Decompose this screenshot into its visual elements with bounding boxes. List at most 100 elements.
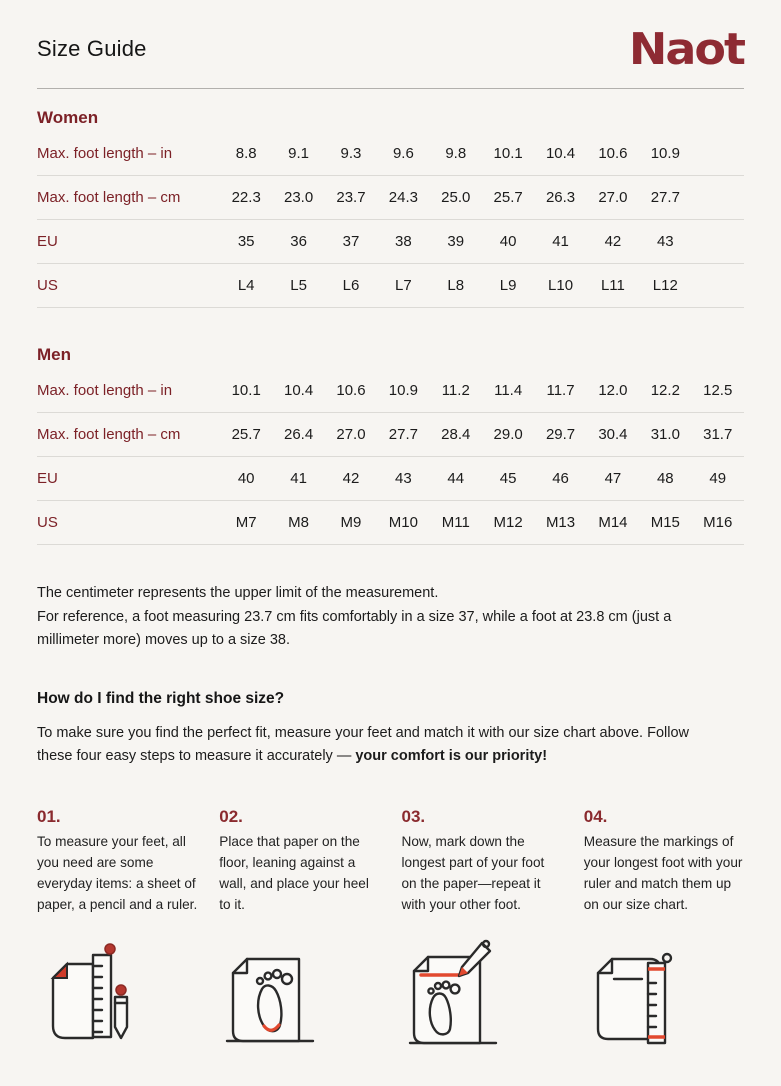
size-value-cell: 49 xyxy=(709,470,727,487)
size-value-cell: 10.4 xyxy=(283,382,314,399)
size-value-cell: M7 xyxy=(235,514,257,531)
size-value-cell: M11 xyxy=(441,514,470,531)
size-value-cell: 10.1 xyxy=(231,382,261,399)
step-2-text: Place that paper on the floor, leaning a… xyxy=(219,833,369,912)
size-row-label: EU xyxy=(37,470,58,487)
size-value-cell: 27.7 xyxy=(388,426,418,443)
women-section-heading: Women xyxy=(37,108,99,127)
size-value-cell: 27.7 xyxy=(650,189,680,206)
size-value-cell: L10 xyxy=(548,277,574,294)
steps-row: 01. To measure your feet, all you need a… xyxy=(37,807,744,915)
step-4-text: Measure the markings of your longest foo… xyxy=(583,833,743,912)
size-value-cell: 44 xyxy=(447,470,465,487)
size-value-cell: 46 xyxy=(552,470,569,487)
men-section-heading: Men xyxy=(37,345,71,364)
header-divider xyxy=(37,88,744,89)
size-value-cell: 48 xyxy=(656,470,674,487)
size-value-cell: 26.4 xyxy=(283,426,314,443)
step-1-text: To measure your feet, all you need are s… xyxy=(37,833,198,912)
size-value-cell: 25.7 xyxy=(231,426,261,443)
size-value-cell: L9 xyxy=(499,277,517,294)
note-line-1: The centimeter represents the upper limi… xyxy=(37,585,439,601)
step-icons-row xyxy=(37,937,744,1049)
paper-ruler-marks-icon xyxy=(584,937,688,1049)
step-4-number: 04. xyxy=(583,806,608,826)
brand-logo: Naot xyxy=(628,23,746,75)
size-value-cell: 12.5 xyxy=(703,382,733,399)
size-value-cell: 22.3 xyxy=(231,189,261,206)
size-value-cell: 31.0 xyxy=(650,426,680,443)
men-size-table: Max. foot length – in 10.1 10.4 10.6 10.9 11.… xyxy=(37,369,744,545)
size-value-cell: 40 xyxy=(499,233,517,250)
size-value-cell: L4 xyxy=(237,277,255,294)
size-value-cell: L12 xyxy=(652,277,678,294)
size-value-cell: M16 xyxy=(703,514,733,531)
size-value-cell: 10.1 xyxy=(493,145,523,162)
size-value-cell: L5 xyxy=(290,277,307,294)
step-3: 03. Now, mark down the longest part of y… xyxy=(402,807,562,915)
size-value-cell: 36 xyxy=(290,233,307,250)
size-value-cell: M10 xyxy=(388,514,418,531)
step-4: 04. Measure the markings of your longest… xyxy=(584,807,744,915)
size-value-cell: 24.3 xyxy=(388,189,418,206)
size-row: US L4 L5 L6 L7 L8 L9 L10 L11 L12 xyxy=(37,264,744,308)
size-value-cell: 10.9 xyxy=(650,145,680,162)
measurement-note: The centimeter represents the upper limi… xyxy=(37,582,682,653)
size-value-cell: 25.0 xyxy=(441,189,471,206)
size-row-label: EU xyxy=(37,233,58,250)
step-3-text: Now, mark down the longest part of your … xyxy=(401,833,545,912)
header: Size Guide Naot xyxy=(37,0,746,75)
size-row: Max. foot length – in 8.8 9.1 9.3 9.6 9.8 10.1… xyxy=(37,132,744,176)
paper-pencil-ruler-icon xyxy=(37,937,141,1049)
size-row-label: Max. foot length – in xyxy=(37,145,173,162)
size-value-cell: 47 xyxy=(604,470,622,487)
step-2-number: 02. xyxy=(219,806,243,826)
size-value-cell: 10.6 xyxy=(336,382,366,399)
size-row-label: Max. foot length – cm xyxy=(37,189,181,206)
size-value-cell: M13 xyxy=(545,514,576,531)
size-value-cell: 10.4 xyxy=(545,145,576,162)
size-row-label: Max. foot length – in xyxy=(37,382,173,399)
size-row: Max. foot length – cm 22.3 23.0 23.7 24.3 25.… xyxy=(37,176,744,220)
size-value-cell: L8 xyxy=(447,277,465,294)
size-value-cell: 12.0 xyxy=(598,382,628,399)
size-value-cell: 9.3 xyxy=(340,145,362,162)
size-value-cell: M8 xyxy=(288,514,309,531)
size-value-cell: 12.2 xyxy=(650,382,680,399)
size-value-cell: 25.7 xyxy=(493,189,523,206)
paper-footprint-pencil-mark-icon xyxy=(402,937,506,1049)
note-line-2: For reference, a foot measuring 23.7 cm … xyxy=(37,608,672,649)
size-value-cell: 42 xyxy=(342,470,360,487)
size-value-cell: M12 xyxy=(493,514,523,531)
size-value-cell: 37 xyxy=(342,233,360,250)
howto-intro-text: To make sure you find the perfect fit, m… xyxy=(37,724,690,765)
size-value-cell: 42 xyxy=(604,233,622,250)
size-row-label: US xyxy=(37,514,58,531)
size-value-cell: 35 xyxy=(237,233,255,250)
size-value-cell: 31.7 xyxy=(703,426,733,443)
size-value-cell: M15 xyxy=(650,514,680,531)
size-value-cell: 9.1 xyxy=(288,145,310,162)
size-value-cell: 11.2 xyxy=(441,382,470,399)
howto-intro: To make sure you find the perfect fit, m… xyxy=(37,722,727,769)
women-size-table: Max. foot length – in 8.8 9.1 9.3 9.6 9.8 10.1… xyxy=(37,132,744,308)
size-value-cell: L6 xyxy=(342,277,360,294)
size-row: EU 35 36 37 38 39 40 41 42 43 xyxy=(37,220,744,264)
size-row: Max. foot length – cm 25.7 26.4 27.0 27.7 28.… xyxy=(37,413,744,457)
size-value-cell: M9 xyxy=(340,514,362,531)
size-value-cell: 10.6 xyxy=(598,145,628,162)
step-3-number: 03. xyxy=(401,806,426,826)
size-value-cell: 27.0 xyxy=(336,426,366,443)
size-value-cell: 8.8 xyxy=(235,145,257,162)
size-value-cell: 29.0 xyxy=(493,426,523,443)
size-value-cell: 30.4 xyxy=(598,426,628,443)
size-value-cell: 40 xyxy=(237,470,255,487)
size-value-cell: 11.7 xyxy=(546,382,575,399)
size-value-cell: 39 xyxy=(447,233,465,250)
step-2: 02. Place that paper on the floor, leani… xyxy=(219,807,379,915)
size-value-cell: 45 xyxy=(499,470,517,487)
step-1: 01. To measure your feet, all you need a… xyxy=(37,807,197,915)
size-value-cell: 23.0 xyxy=(283,189,314,206)
size-value-cell: 9.6 xyxy=(392,145,414,162)
size-value-cell: 41 xyxy=(552,233,569,250)
